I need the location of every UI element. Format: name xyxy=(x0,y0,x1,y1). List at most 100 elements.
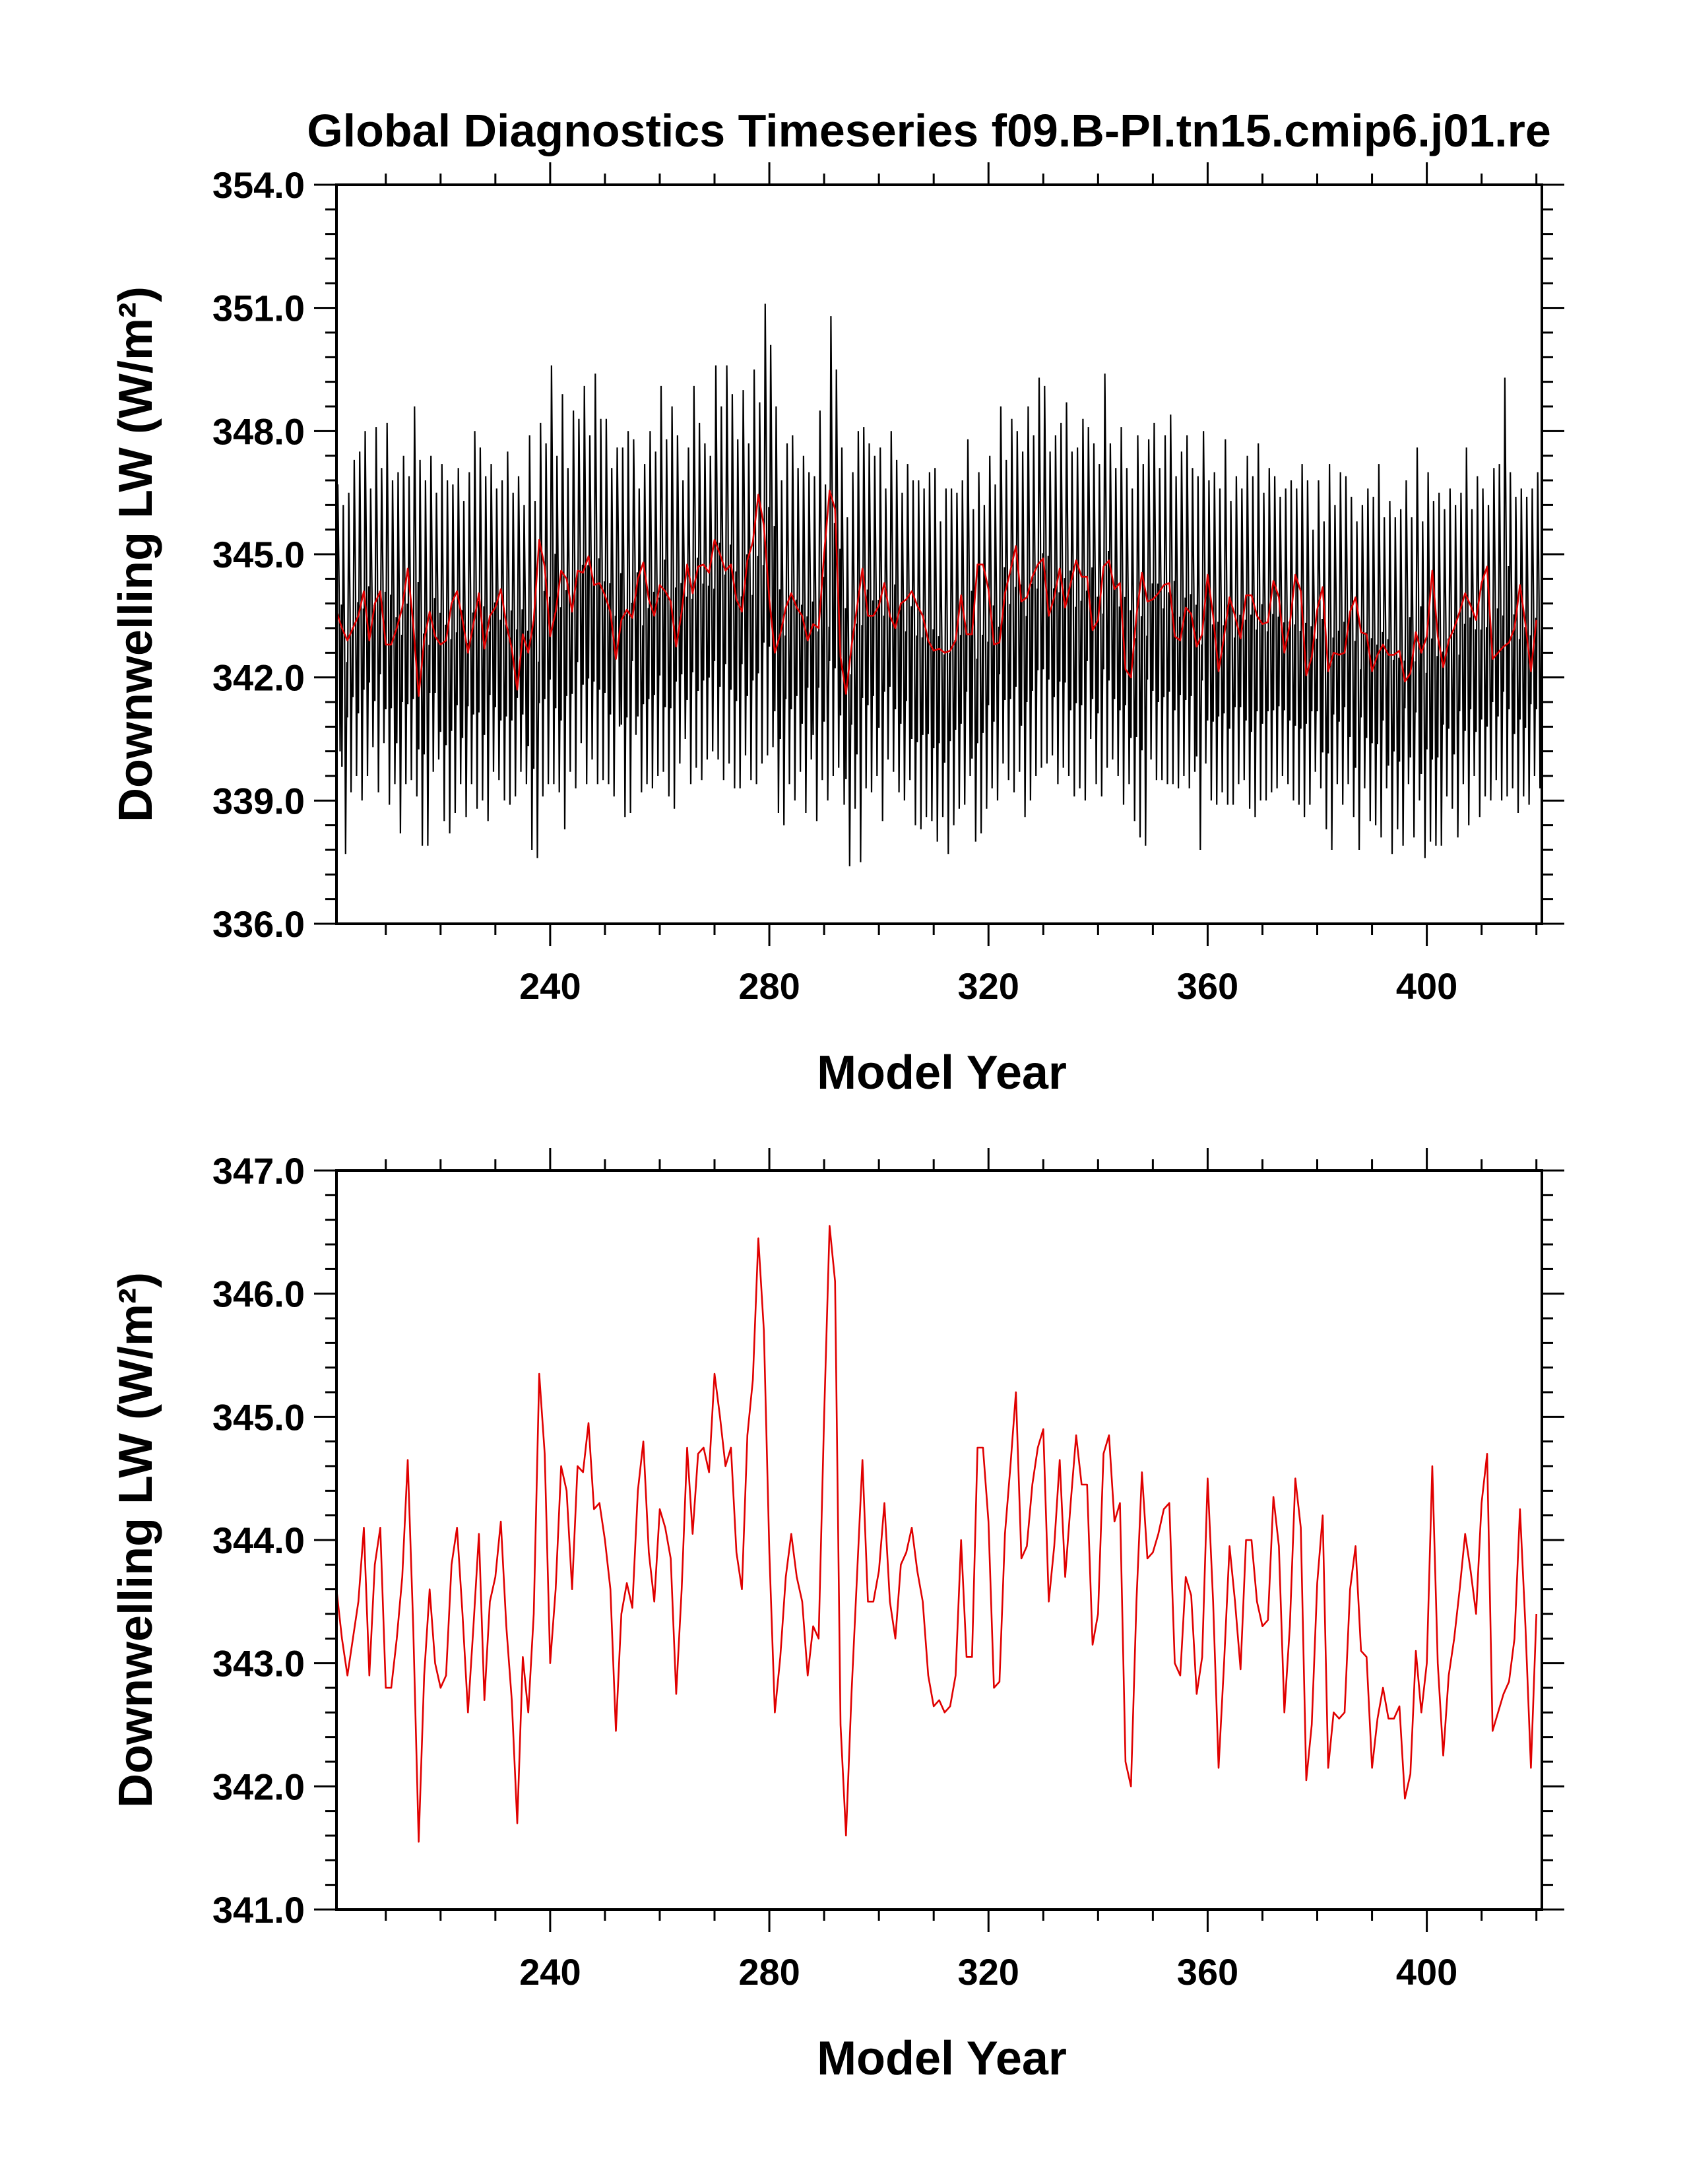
top-monthly-year-mark xyxy=(451,484,458,814)
top-monthly-year-mark xyxy=(1223,439,1230,805)
top-monthly-year-mark xyxy=(1338,472,1346,805)
top-monthly-year-mark xyxy=(1228,501,1236,805)
top-monthly-year-mark xyxy=(1409,517,1417,838)
top-monthly-year-mark xyxy=(1420,521,1428,858)
top-monthly-year-mark xyxy=(817,410,825,781)
top-monthly-year-mark xyxy=(900,492,907,801)
top-monthly-year-mark xyxy=(1431,501,1439,846)
top-monthly-year-mark xyxy=(1273,476,1280,788)
top-monthly-year-mark xyxy=(1195,476,1203,851)
top-monthly-year-mark xyxy=(790,435,798,801)
top-monthly-year-mark xyxy=(839,447,847,805)
top-monthly-year-mark xyxy=(412,406,420,797)
top-monthly-year-mark xyxy=(675,435,683,764)
bottom-ytick-label: 346.0 xyxy=(212,1273,305,1315)
top-monthly-year-mark xyxy=(571,410,579,788)
top-monthly-year-mark xyxy=(1069,451,1077,797)
top-monthly-year-mark xyxy=(631,439,639,735)
top-monthly-year-mark xyxy=(1354,521,1362,851)
top-monthly-year-mark xyxy=(1343,476,1351,785)
top-monthly-year-mark xyxy=(1497,464,1504,801)
top-monthly-year-mark xyxy=(494,488,502,781)
top-monthly-series xyxy=(335,304,1543,866)
bottom-xtick-label: 240 xyxy=(519,1951,581,1993)
top-monthly-year-mark xyxy=(478,447,486,801)
top-monthly-year-mark xyxy=(1245,455,1252,809)
bottom-xaxis-label: Model Year xyxy=(817,2032,1067,2085)
top-monthly-year-mark xyxy=(889,431,897,772)
top-ytick-label: 336.0 xyxy=(212,903,305,945)
top-monthly-year-mark xyxy=(856,431,864,862)
top-monthly-year-mark xyxy=(1267,468,1275,792)
top-panel-timeseries: 336.0 339.0 342.0 345.0 348.0 351.0 354.0 240 28… xyxy=(110,162,1564,1099)
top-monthly-year-mark xyxy=(560,394,567,829)
top-monthly-year-mark xyxy=(637,488,645,792)
top-monthly-year-mark xyxy=(955,492,962,809)
top-monthly-year-mark xyxy=(1042,385,1050,764)
top-monthly-year-mark xyxy=(670,406,677,809)
top-monthly-year-mark xyxy=(461,501,469,818)
bottom-ytick-label: 347.0 xyxy=(212,1150,305,1192)
top-monthly-year-mark xyxy=(1075,447,1083,788)
top-monthly-year-mark xyxy=(971,509,978,842)
top-monthly-year-mark xyxy=(1026,406,1033,801)
top-monthly-year-mark xyxy=(774,406,781,814)
top-xtick-label: 240 xyxy=(519,965,581,1007)
top-monthly-year-mark xyxy=(396,472,403,834)
top-monthly-year-mark xyxy=(1294,488,1302,805)
top-monthly-year-mark xyxy=(626,431,633,814)
top-monthly-year-mark xyxy=(834,369,842,768)
top-monthly-year-mark xyxy=(757,402,765,764)
top-monthly-year-mark xyxy=(1289,480,1296,801)
top-monthly-year-mark xyxy=(1508,472,1515,788)
top-monthly-year-mark xyxy=(812,476,819,821)
top-monthly-year-mark xyxy=(960,480,968,805)
top-monthly-year-mark xyxy=(1371,496,1378,825)
top-monthly-year-mark xyxy=(1207,480,1214,801)
top-monthly-year-mark xyxy=(1530,488,1537,777)
top-monthly-year-mark xyxy=(922,488,929,818)
top-monthly-year-mark xyxy=(784,443,792,785)
bottom-yaxis-label: Downwelling LW (W/m²) xyxy=(110,1272,162,1808)
top-monthly-year-mark xyxy=(1059,422,1066,768)
top-xtick-label: 320 xyxy=(958,965,1019,1007)
top-monthly-year-mark xyxy=(1234,476,1242,785)
top-monthly-year-mark xyxy=(648,431,655,788)
top-monthly-year-mark xyxy=(872,455,880,777)
top-monthly-year-mark xyxy=(1119,427,1126,805)
top-monthly-year-mark xyxy=(658,385,666,772)
top-monthly-year-mark xyxy=(587,435,595,760)
bottom-xtick-label: 280 xyxy=(738,1951,800,1993)
top-monthly-year-mark xyxy=(582,385,590,785)
top-monthly-year-mark xyxy=(593,373,600,785)
top-monthly-year-mark xyxy=(988,455,995,788)
top-monthly-year-mark xyxy=(1327,464,1335,851)
top-monthly-year-mark xyxy=(406,476,414,781)
top-monthly-year-mark xyxy=(681,480,688,740)
top-monthly-year-mark xyxy=(943,488,951,854)
top-monthly-year-mark xyxy=(489,464,496,772)
top-monthly-year-mark xyxy=(1157,468,1165,781)
top-monthly-year-mark xyxy=(1404,480,1411,785)
top-monthly-year-mark xyxy=(445,480,453,834)
top-monthly-year-mark xyxy=(368,488,376,748)
top-monthly-year-mark xyxy=(713,365,721,760)
top-monthly-year-mark xyxy=(516,476,524,772)
top-monthly-year-mark xyxy=(763,304,771,755)
top-monthly-year-mark xyxy=(1124,468,1132,785)
top-monthly-year-mark xyxy=(598,418,606,781)
top-monthly-year-mark xyxy=(1415,447,1422,801)
top-monthly-year-mark xyxy=(1464,447,1472,825)
top-monthly-year-mark xyxy=(752,369,759,785)
top-xtick-label: 360 xyxy=(1177,965,1238,1007)
figure-title: Global Diagnostics Timeseries f09.B-PI.t… xyxy=(307,105,1551,156)
top-monthly-year-mark xyxy=(796,468,803,772)
top-monthly-year-mark xyxy=(703,443,710,760)
top-monthly-year-mark xyxy=(1448,488,1455,809)
bottom-xtick-label: 320 xyxy=(958,1951,1019,1993)
top-monthly-year-mark xyxy=(577,418,584,744)
top-monthly-year-mark xyxy=(905,464,913,781)
top-ytick-label: 345.0 xyxy=(212,534,305,575)
bottom-annual-mean-line xyxy=(335,1225,1537,1843)
